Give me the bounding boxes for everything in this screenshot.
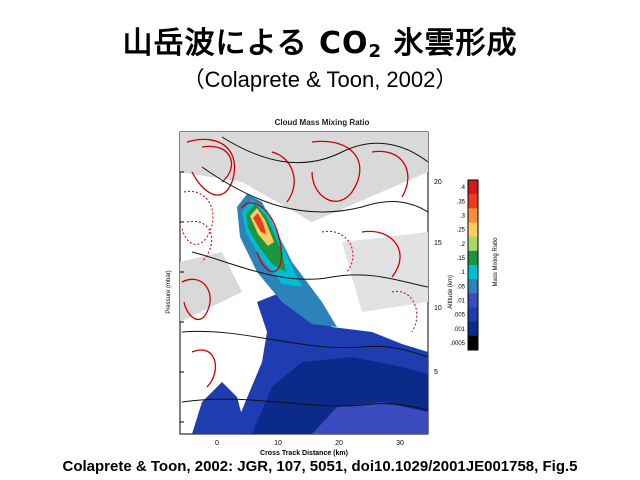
gray-region [180, 252, 242, 322]
colorbar: .4 .35 .3 .25 .2 .15 .1 .05 .01 .005 .001 .0005 [450, 179, 479, 351]
altitude-axis: 20 15 10 5 Altitude (km) [434, 179, 454, 376]
title-main: 山岳波による CO [122, 26, 369, 61]
alt-tick-label: 10 [434, 305, 442, 312]
left-axis-ticks [180, 171, 184, 423]
colorbar-swatch [468, 222, 478, 238]
colorbar-swatch [468, 321, 478, 337]
x-axis: 0 10 20 30 Cross Track Distance (km) [215, 440, 404, 457]
gray-region [342, 232, 428, 312]
colorbar-tick-label: .005 [453, 313, 465, 319]
colorbar-swatch [468, 335, 478, 351]
x-axis-label: Cross Track Distance (km) [260, 450, 348, 457]
colorbar-frame [467, 179, 479, 351]
figure-title: Cloud Mass Mixing Ratio [275, 118, 370, 127]
x-tick-label: 20 [335, 440, 343, 447]
alt-tick-label: 20 [434, 179, 442, 186]
red-contours [181, 138, 409, 388]
alt-tick-label: 5 [434, 369, 438, 376]
black-contours [181, 136, 428, 411]
slide-title: 山岳波による CO2 氷雲形成 [0, 26, 640, 70]
alt-tick-label: 15 [434, 240, 442, 247]
colorbar-swatch [468, 180, 478, 195]
plume-peak [253, 213, 266, 234]
colorbar-swatch [468, 236, 478, 252]
slide-subtitle: （Colaprete & Toon, 2002） [182, 67, 458, 92]
figure-caption: Colaprete & Toon, 2002: JGR, 107, 5051, … [62, 458, 578, 475]
title-subscript: 2 [368, 41, 383, 62]
colorbar-swatch [468, 250, 478, 266]
x-tick-label: 10 [274, 440, 282, 447]
x-tick-label: 30 [396, 440, 404, 447]
colorbar-swatch [468, 307, 478, 323]
colorbar-tick-label: .25 [457, 228, 466, 234]
colorbar-tick-label: .3 [460, 213, 466, 219]
colorbar-swatch [468, 194, 478, 209]
left-axis-label: Pressure (mbar) [166, 270, 172, 313]
colorbar-tick-label: .1 [460, 270, 466, 276]
cloud-region [312, 402, 428, 434]
colorbar-tick-label: .35 [457, 199, 466, 205]
colorbar-tick-label: .01 [457, 298, 466, 304]
x-tick-label: 0 [215, 440, 219, 447]
colorbar-tick-label: .001 [453, 327, 465, 333]
model-figure: Cloud Mass Mixing Ratio [162, 112, 502, 457]
colorbar-tick-label: .2 [460, 242, 466, 248]
colorbar-tick-label: .0005 [450, 341, 466, 347]
colorbar-swatch [468, 293, 478, 308]
title-tail: 氷雲形成 [382, 26, 518, 61]
colorbar-swatch [468, 279, 478, 294]
colorbar-tick-label: .05 [457, 284, 466, 290]
colorbar-label: Mass Mixing Ratio [493, 237, 499, 287]
colorbar-swatch [468, 265, 478, 280]
figure-svg: Cloud Mass Mixing Ratio [166, 118, 499, 457]
right-axis-label: Altitude (km) [448, 275, 454, 309]
colorbar-tick-label: .15 [457, 256, 466, 262]
colorbar-swatch [468, 208, 478, 223]
gray-region [180, 132, 428, 222]
colorbar-tick-label: .4 [460, 185, 466, 191]
cloud-region [192, 382, 247, 434]
plot-field [180, 132, 428, 434]
